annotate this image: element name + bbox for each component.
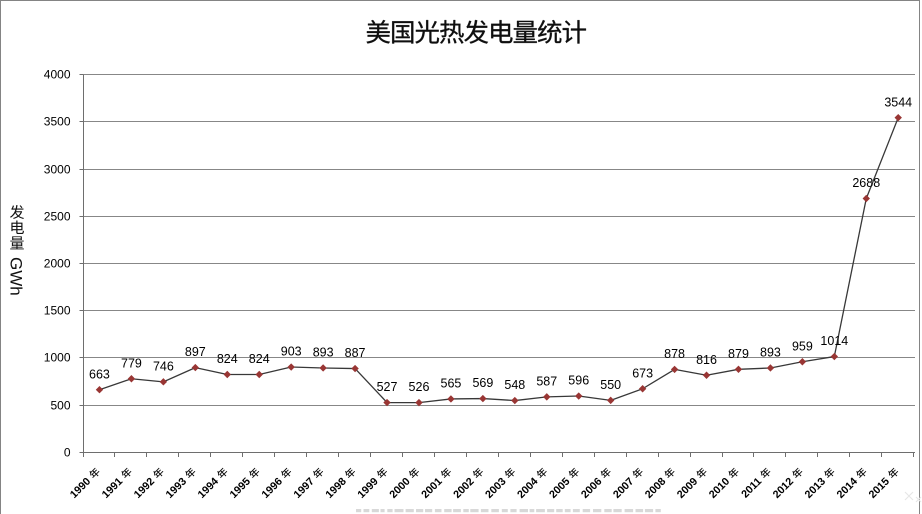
svg-text:0: 0 xyxy=(64,446,71,460)
svg-text:816: 816 xyxy=(696,353,717,367)
svg-text:746: 746 xyxy=(153,359,174,373)
svg-text:663: 663 xyxy=(89,367,110,381)
svg-text:893: 893 xyxy=(760,346,781,360)
svg-text:500: 500 xyxy=(50,399,70,413)
svg-text:3000: 3000 xyxy=(44,163,71,177)
svg-text:4000: 4000 xyxy=(44,68,71,82)
svg-text:526: 526 xyxy=(409,380,430,394)
svg-text:GWh: GWh xyxy=(7,257,26,296)
svg-text:1500: 1500 xyxy=(44,304,71,318)
svg-text:897: 897 xyxy=(185,345,206,359)
svg-text:893: 893 xyxy=(313,346,334,360)
svg-text:565: 565 xyxy=(441,377,462,391)
svg-text:2688: 2688 xyxy=(852,176,880,190)
svg-text:673: 673 xyxy=(632,366,653,380)
svg-text:824: 824 xyxy=(217,352,238,366)
svg-text:2000: 2000 xyxy=(44,257,71,271)
svg-text:2500: 2500 xyxy=(44,210,71,224)
svg-text:879: 879 xyxy=(728,347,749,361)
svg-text:959: 959 xyxy=(792,339,813,353)
svg-text:527: 527 xyxy=(377,380,398,394)
svg-text:3500: 3500 xyxy=(44,115,71,129)
svg-text:887: 887 xyxy=(345,346,366,360)
svg-text:779: 779 xyxy=(121,356,142,370)
svg-text:587: 587 xyxy=(536,374,557,388)
svg-text:878: 878 xyxy=(664,347,685,361)
svg-text:548: 548 xyxy=(504,378,525,392)
svg-text:596: 596 xyxy=(568,374,589,388)
svg-text:1000: 1000 xyxy=(44,351,71,365)
svg-text:569: 569 xyxy=(472,376,493,390)
svg-text:1014: 1014 xyxy=(820,334,848,348)
svg-text:550: 550 xyxy=(600,378,621,392)
svg-text:903: 903 xyxy=(281,345,302,359)
svg-text:824: 824 xyxy=(249,352,270,366)
svg-text:3544: 3544 xyxy=(884,95,912,109)
